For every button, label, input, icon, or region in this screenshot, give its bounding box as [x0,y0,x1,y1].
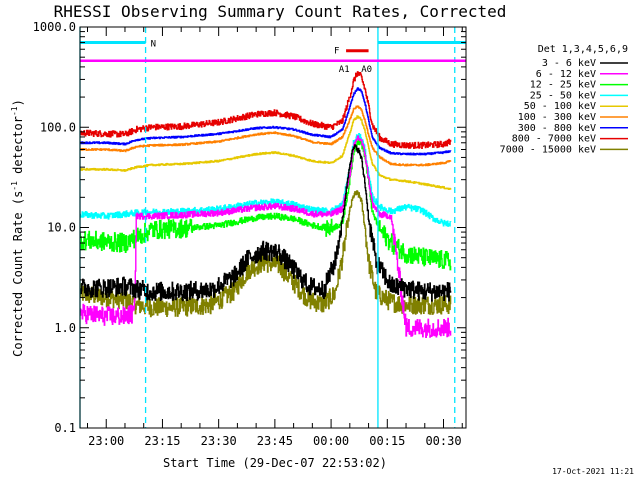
series-line-6-12-kev [80,135,452,338]
legend-entry-label: 7000 - 15000 keV [500,144,596,155]
legend-title: Det 1,3,4,5,6,9 [538,44,628,55]
x-tick-label: 23:15 [144,434,180,448]
legend-entry-label: 12 - 25 keV [530,80,596,91]
y-tick-label: 0.1 [54,421,76,435]
legend-entry-label: 300 - 800 keV [518,123,596,134]
y-tick-label: 1000.0 [33,20,76,34]
timestamp: 17-Oct-2021 11:21 [552,467,634,476]
attenuator-label: A1 [339,65,350,75]
y-axis-label-main: Corrected Count Rate (s [11,191,25,357]
series-line-100-300-kev [80,105,452,167]
y-tick-label: 10.0 [47,221,76,235]
legend-entry-label: 50 - 100 keV [524,101,596,112]
legend-entry-label: 100 - 300 keV [518,112,596,123]
x-axis-label: Start Time (29-Dec-07 22:53:02) [163,456,387,470]
plot-area: N A1 A0 F 1000.0 100.0 10.0 1.0 0.1 23:00 23:15 23:… [33,20,467,448]
y-axis-label-superscript-2: -1 [10,106,19,116]
y-tick-label: 100.0 [40,120,76,134]
y-tick-label: 1.0 [54,321,76,335]
x-tick-label: 00:15 [369,434,405,448]
series-line-800-7000-kev [80,71,452,149]
legend-entry-label: 6 - 12 keV [536,69,596,80]
x-tick-label: 00:00 [313,434,349,448]
y-axis-label: Corrected Count Rate (s-1 detector-1) [10,99,25,357]
series-line-12-25-kev [80,138,452,271]
flare-label: F [334,47,339,57]
y-axis-label-middle: detector [11,116,25,181]
night-label: N [151,40,156,50]
y-axis-label-superscript-1: -1 [10,181,19,191]
legend-entry-label: 3 - 6 keV [542,58,596,69]
y-axis-label-end: ) [11,99,25,106]
x-tick-label: 23:45 [257,434,293,448]
x-tick-label: 00:30 [425,434,461,448]
x-tick-label: 23:30 [201,434,237,448]
chart-title: RHESSI Observing Summary Count Rates, Co… [54,2,507,21]
series-line-50-100-kev [80,115,452,190]
series-line-300-800-kev [80,87,452,156]
legend-entry-label: 25 - 50 keV [530,90,596,101]
series-group [80,71,452,338]
legend-entry-label: 800 - 7000 keV [512,134,596,145]
x-tick-label: 23:00 [88,434,124,448]
attenuator-label: A0 [361,65,372,75]
series-line-7000-15000-kev [80,190,452,318]
series-line-3-6-kev [80,144,452,302]
